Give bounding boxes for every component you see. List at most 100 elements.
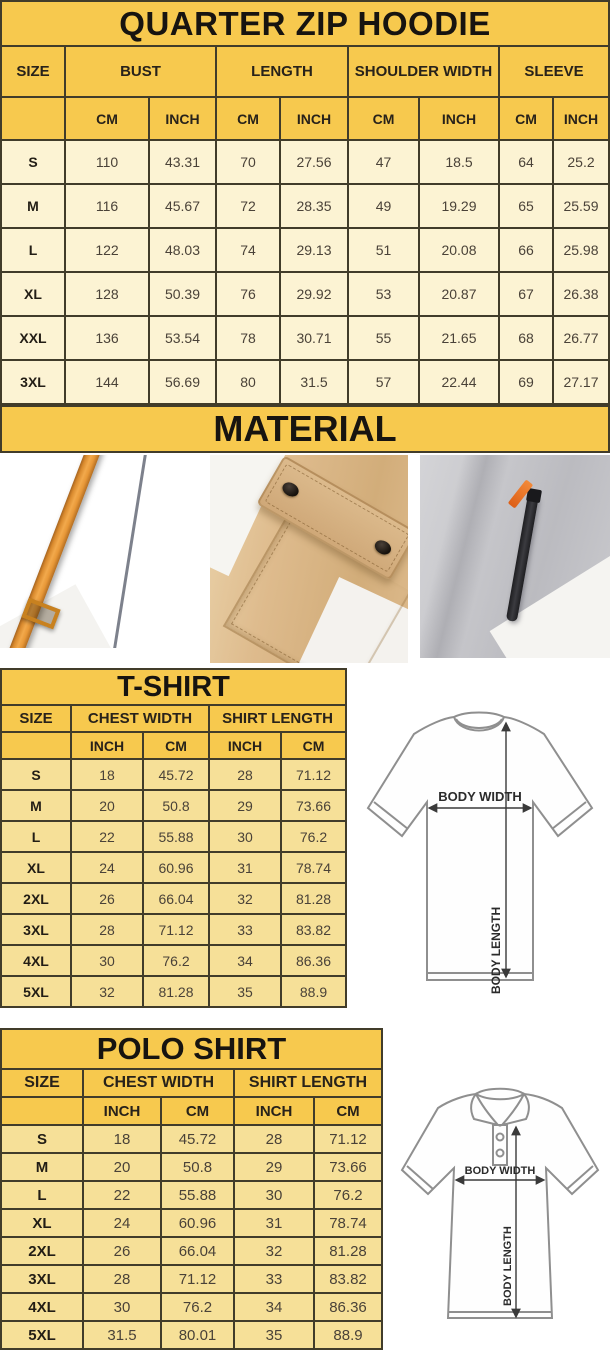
tshirt-size-column-spacer	[2, 733, 70, 758]
hoodie-unit-header: INCH	[554, 98, 608, 139]
material-photo-navy-drawstring	[0, 455, 205, 648]
polo-unit-header: INCH	[84, 1098, 160, 1124]
hoodie-unit-header: INCH	[420, 98, 498, 139]
hoodie-group-header: BUST	[66, 47, 215, 96]
polo-size-cell: 3XL	[2, 1266, 82, 1292]
hoodie-size-cell: S	[2, 141, 64, 183]
hoodie-value-cell: 69	[500, 361, 552, 403]
hoodie-value-cell: 29.92	[281, 273, 347, 315]
hoodie-value-cell: 76	[217, 273, 279, 315]
tshirt-value-cell: 30	[210, 822, 280, 851]
polo-size-cell: 5XL	[2, 1322, 82, 1348]
hoodie-value-cell: 22.44	[420, 361, 498, 403]
hoodie-value-cell: 25.98	[554, 229, 608, 271]
fabric-seam	[111, 455, 148, 648]
hoodie-value-cell: 25.59	[554, 185, 608, 227]
hoodie-value-cell: 49	[349, 185, 418, 227]
hoodie-value-cell: 128	[66, 273, 148, 315]
tshirt-value-cell: 28	[210, 760, 280, 789]
polo-value-cell: 28	[84, 1266, 160, 1292]
material-section-title: MATERIAL	[0, 405, 610, 453]
hoodie-value-cell: 20.87	[420, 273, 498, 315]
polo-size-cell: 4XL	[2, 1294, 82, 1320]
tshirt-value-cell: 76.2	[144, 946, 208, 975]
tshirt-value-cell: 22	[72, 822, 142, 851]
hoodie-value-cell: 144	[66, 361, 148, 403]
left-cuff-line	[406, 1165, 434, 1190]
tshirt-unit-header: INCH	[72, 733, 142, 758]
hoodie-group-header: SHOULDER WIDTH	[349, 47, 498, 96]
polo-unit-header: CM	[162, 1098, 233, 1124]
polo-value-cell: 71.12	[315, 1126, 381, 1152]
polo-value-cell: 30	[84, 1294, 160, 1320]
polo-size-cell: M	[2, 1154, 82, 1180]
tshirt-unit-header: CM	[144, 733, 208, 758]
hoodie-unit-header: CM	[66, 98, 148, 139]
hoodie-value-cell: 47	[349, 141, 418, 183]
collar-right-flap	[499, 1092, 530, 1127]
polo-group-header: CHEST WIDTH	[84, 1070, 233, 1096]
tshirt-value-cell: 81.28	[282, 884, 345, 913]
tshirt-value-cell: 50.8	[144, 791, 208, 820]
hoodie-value-cell: 56.69	[150, 361, 215, 403]
polo-value-cell: 18	[84, 1126, 160, 1152]
tshirt-value-cell: 29	[210, 791, 280, 820]
tshirt-size-column-header: SIZE	[2, 706, 70, 731]
tshirt-value-cell: 45.72	[144, 760, 208, 789]
hoodie-value-cell: 21.65	[420, 317, 498, 359]
polo-value-cell: 83.82	[315, 1266, 381, 1292]
hoodie-value-cell: 27.56	[281, 141, 347, 183]
tshirt-size-cell: M	[2, 791, 70, 820]
polo-value-cell: 45.72	[162, 1126, 233, 1152]
hoodie-value-cell: 18.5	[420, 141, 498, 183]
polo-value-cell: 34	[235, 1294, 313, 1320]
hoodie-value-cell: 122	[66, 229, 148, 271]
hoodie-size-cell: XL	[2, 273, 64, 315]
hoodie-table-title: QUARTER ZIP HOODIE	[2, 2, 608, 45]
collar-left-flap	[470, 1092, 501, 1127]
hoodie-value-cell: 72	[217, 185, 279, 227]
hoodie-value-cell: 68	[500, 317, 552, 359]
hoodie-value-cell: 57	[349, 361, 418, 403]
polo-value-cell: 66.04	[162, 1238, 233, 1264]
body-width-label: BODY WIDTH	[438, 789, 522, 804]
hoodie-value-cell: 110	[66, 141, 148, 183]
hoodie-size-cell: 3XL	[2, 361, 64, 403]
polo-value-cell: 73.66	[315, 1154, 381, 1180]
tshirt-value-cell: 20	[72, 791, 142, 820]
material-photo-khaki-pocket	[210, 455, 408, 663]
polo-value-cell: 35	[235, 1322, 313, 1348]
tshirt-value-cell: 88.9	[282, 977, 345, 1006]
polo-value-cell: 33	[235, 1266, 313, 1292]
hoodie-value-cell: 45.67	[150, 185, 215, 227]
polo-size-cell: L	[2, 1182, 82, 1208]
polo-size-column-spacer	[2, 1098, 82, 1124]
tshirt-size-cell: 2XL	[2, 884, 70, 913]
tshirt-value-cell: 55.88	[144, 822, 208, 851]
polo-unit-header: CM	[315, 1098, 381, 1124]
hoodie-unit-header: CM	[500, 98, 552, 139]
hoodie-value-cell: 43.31	[150, 141, 215, 183]
tshirt-group-header: SHIRT LENGTH	[210, 706, 345, 731]
tshirt-value-cell: 24	[72, 853, 142, 882]
polo-value-cell: 86.36	[315, 1294, 381, 1320]
body-width-label: BODY WIDTH	[465, 1165, 536, 1177]
tshirt-unit-header: INCH	[210, 733, 280, 758]
tshirt-value-cell: 30	[72, 946, 142, 975]
hoodie-value-cell: 78	[217, 317, 279, 359]
polo-group-header: SHIRT LENGTH	[235, 1070, 381, 1096]
polo-value-cell: 29	[235, 1154, 313, 1180]
polo-value-cell: 22	[84, 1182, 160, 1208]
tshirt-value-cell: 60.96	[144, 853, 208, 882]
material-photo-gray-zipper	[420, 455, 610, 658]
right-cuff-line	[566, 1165, 594, 1190]
tshirt-size-cell: 5XL	[2, 977, 70, 1006]
hoodie-value-cell: 65	[500, 185, 552, 227]
hoodie-unit-header: INCH	[281, 98, 347, 139]
body-length-label: BODY LENGTH	[502, 1226, 514, 1306]
polo-size-cell: S	[2, 1126, 82, 1152]
tshirt-value-cell: 83.82	[282, 915, 345, 944]
hoodie-value-cell: 53	[349, 273, 418, 315]
tshirt-value-cell: 33	[210, 915, 280, 944]
